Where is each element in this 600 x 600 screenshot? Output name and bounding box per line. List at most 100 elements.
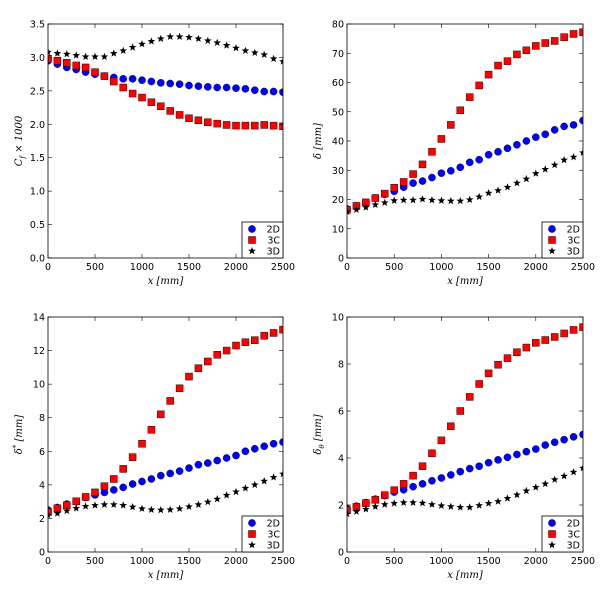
data-point-3D	[579, 464, 583, 472]
data-point-3D	[532, 483, 540, 491]
data-point-3D	[91, 52, 99, 60]
data-point-3D	[81, 52, 90, 60]
data-point-3D	[418, 195, 427, 203]
axes-frame	[346, 316, 584, 553]
data-point-2D	[194, 82, 203, 90]
data-point-2D	[532, 133, 540, 141]
data-point-3D	[418, 499, 427, 507]
data-point-3C	[494, 360, 502, 369]
data-point-2D	[138, 477, 146, 486]
data-point-2D	[456, 467, 465, 476]
y-tick-label: 50	[332, 107, 344, 118]
y-tick-label: 10	[33, 380, 45, 391]
y-label-sup: *	[12, 444, 20, 448]
data-point-2D	[156, 79, 165, 87]
data-point-2D	[232, 84, 240, 92]
data-point-3C	[260, 121, 268, 129]
y-label-rest: × 1000	[14, 115, 25, 156]
data-point-2D	[522, 447, 531, 456]
y-label-rest: [mm]	[313, 414, 324, 444]
data-point-3C	[522, 46, 531, 55]
data-point-2D	[203, 459, 212, 467]
data-point-3C	[232, 341, 240, 350]
data-point-3C	[279, 122, 283, 131]
data-point-2D	[241, 85, 250, 93]
y-tick-label: 40	[332, 137, 344, 148]
series-3C	[347, 28, 583, 214]
data-point-3D	[128, 43, 137, 51]
data-point-3C	[347, 506, 351, 514]
data-point-3D	[409, 196, 417, 204]
data-point-2D	[447, 471, 455, 479]
data-point-3D	[138, 40, 146, 48]
data-point-2D	[513, 450, 521, 459]
data-point-2D	[138, 76, 146, 84]
data-point-3D	[503, 183, 512, 191]
series-3C	[48, 55, 283, 131]
legend-marker-3D	[548, 541, 556, 549]
axes-frame	[47, 23, 284, 259]
data-point-3C	[579, 323, 583, 331]
data-point-3C	[503, 57, 512, 65]
data-point-3D	[399, 196, 408, 204]
data-point-3D	[484, 189, 493, 197]
data-point-2D	[409, 482, 417, 491]
data-point-3C	[579, 28, 583, 36]
data-point-3D	[447, 502, 455, 510]
data-point-3C	[185, 372, 193, 381]
y-tick-label: 2.0	[30, 120, 45, 131]
data-point-3C	[456, 407, 465, 415]
data-point-3C	[279, 325, 283, 334]
data-point-2D	[579, 430, 583, 439]
data-point-3D	[138, 504, 146, 512]
data-point-2D	[503, 144, 512, 153]
legend-label: 3D	[267, 541, 280, 552]
series-3C	[48, 325, 283, 516]
y-axis-label: δ [mm]	[313, 123, 324, 159]
data-point-2D	[119, 483, 127, 492]
data-point-3D	[522, 486, 531, 495]
data-point-3C	[119, 83, 127, 92]
data-point-3C	[72, 61, 80, 70]
data-point-3D	[380, 500, 389, 508]
x-tick-label: 500	[385, 262, 403, 273]
y-axis-label: δ* [mm]	[12, 415, 25, 455]
data-point-3C	[269, 329, 278, 337]
data-point-3C	[194, 116, 203, 125]
data-point-3C	[560, 33, 568, 41]
data-point-3D	[371, 200, 380, 208]
data-point-3D	[110, 500, 118, 508]
x-tick-label: 1500	[477, 262, 501, 273]
data-point-3D	[48, 511, 52, 519]
data-point-2D	[475, 155, 483, 164]
data-point-3D	[513, 179, 521, 187]
data-point-3D	[251, 480, 259, 489]
data-point-3D	[465, 195, 474, 204]
legend-marker-3C	[248, 530, 256, 538]
data-point-3D	[63, 506, 71, 515]
x-axis-label: x [mm]	[447, 276, 483, 287]
data-point-3D	[541, 165, 550, 173]
data-point-2D	[418, 480, 427, 488]
data-point-2D	[213, 456, 221, 465]
y-label-sub: f	[19, 155, 27, 160]
data-point-3D	[532, 169, 540, 177]
x-tick-label: 0	[344, 262, 350, 273]
data-point-3D	[157, 506, 165, 514]
data-point-3D	[147, 505, 156, 513]
data-point-3D	[166, 32, 174, 40]
data-point-3D	[213, 495, 221, 503]
data-point-3C	[569, 30, 578, 38]
data-point-3D	[175, 504, 184, 512]
y-tick-label: 70	[332, 49, 344, 60]
data-point-3C	[166, 107, 174, 115]
data-point-2D	[194, 460, 203, 469]
data-point-3D	[185, 33, 193, 41]
x-tick-label: 2000	[524, 262, 548, 273]
y-tick-label: 8	[39, 413, 45, 424]
series-3C	[347, 323, 583, 514]
